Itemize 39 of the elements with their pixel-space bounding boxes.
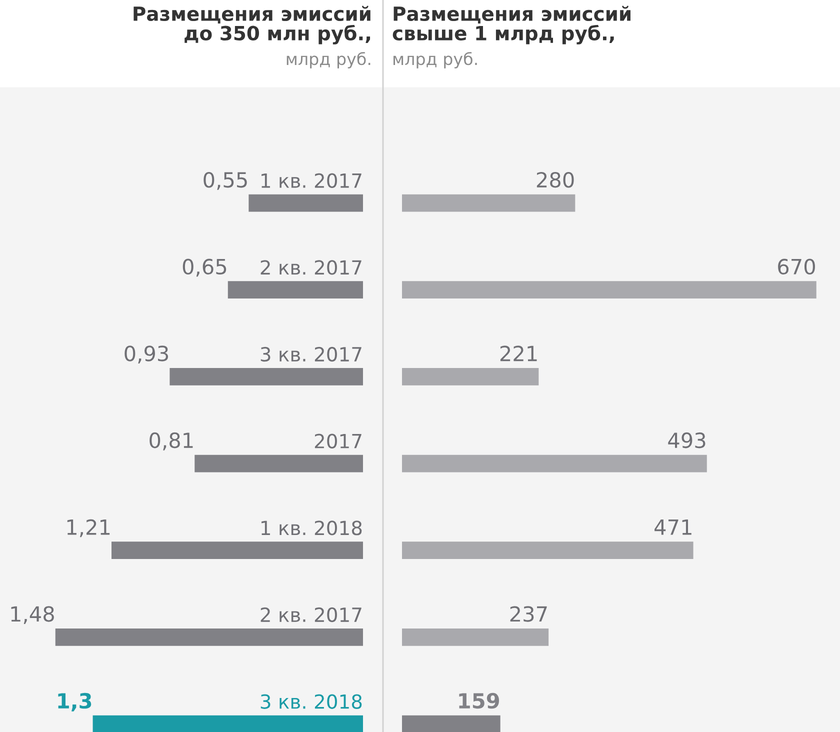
chart-subtitle: млрд руб. (394, 52, 477, 68)
bar (55, 628, 363, 646)
chart-title: Размещения эмиссий свыше 1 млрд руб., (392, 6, 630, 44)
bar (402, 628, 549, 646)
bar (402, 281, 816, 299)
data-label: 0,65 (182, 258, 226, 277)
y-tick-label: 3 кв. 2017 (260, 346, 362, 362)
data-label: 1,3 (58, 692, 92, 712)
data-label: 280 (536, 172, 574, 188)
y-tick-label: 1 кв. 2017 (262, 173, 362, 188)
data-label: 0,81 (150, 432, 193, 450)
data-label: 493 (668, 432, 706, 448)
y-tick-label: 3 кв. 2018 (260, 694, 362, 709)
data-label: 471 (654, 520, 692, 535)
data-label: 221 (500, 346, 537, 362)
y-tick-label: 2 кв. 2017 (260, 260, 362, 275)
data-label: 0,93 (124, 346, 168, 364)
data-label: 670 (778, 258, 815, 275)
bar (402, 454, 707, 472)
y-tick-label: 2 кв. 2017 (260, 607, 362, 622)
chart-title: Размещения эмиссий до 350 млн руб., (134, 6, 370, 44)
data-label: 1,21 (67, 519, 110, 538)
y-tick-label: 1 кв. 2018 (262, 520, 362, 536)
data-label: 1,48 (11, 606, 54, 624)
data-label: 237 (510, 606, 547, 622)
y-tick-label: 2017 (314, 434, 362, 448)
bar (248, 194, 363, 212)
bar (402, 368, 539, 386)
data-label: 0,55 (204, 172, 247, 190)
bar (170, 368, 363, 386)
bar (402, 715, 500, 732)
bar (402, 542, 694, 560)
bar (194, 454, 363, 472)
bar (111, 542, 363, 560)
bar (228, 281, 363, 299)
bar (92, 715, 363, 732)
bar (402, 194, 576, 212)
chart-subtitle: млрд руб. (286, 52, 370, 68)
data-label: 159 (459, 692, 499, 709)
